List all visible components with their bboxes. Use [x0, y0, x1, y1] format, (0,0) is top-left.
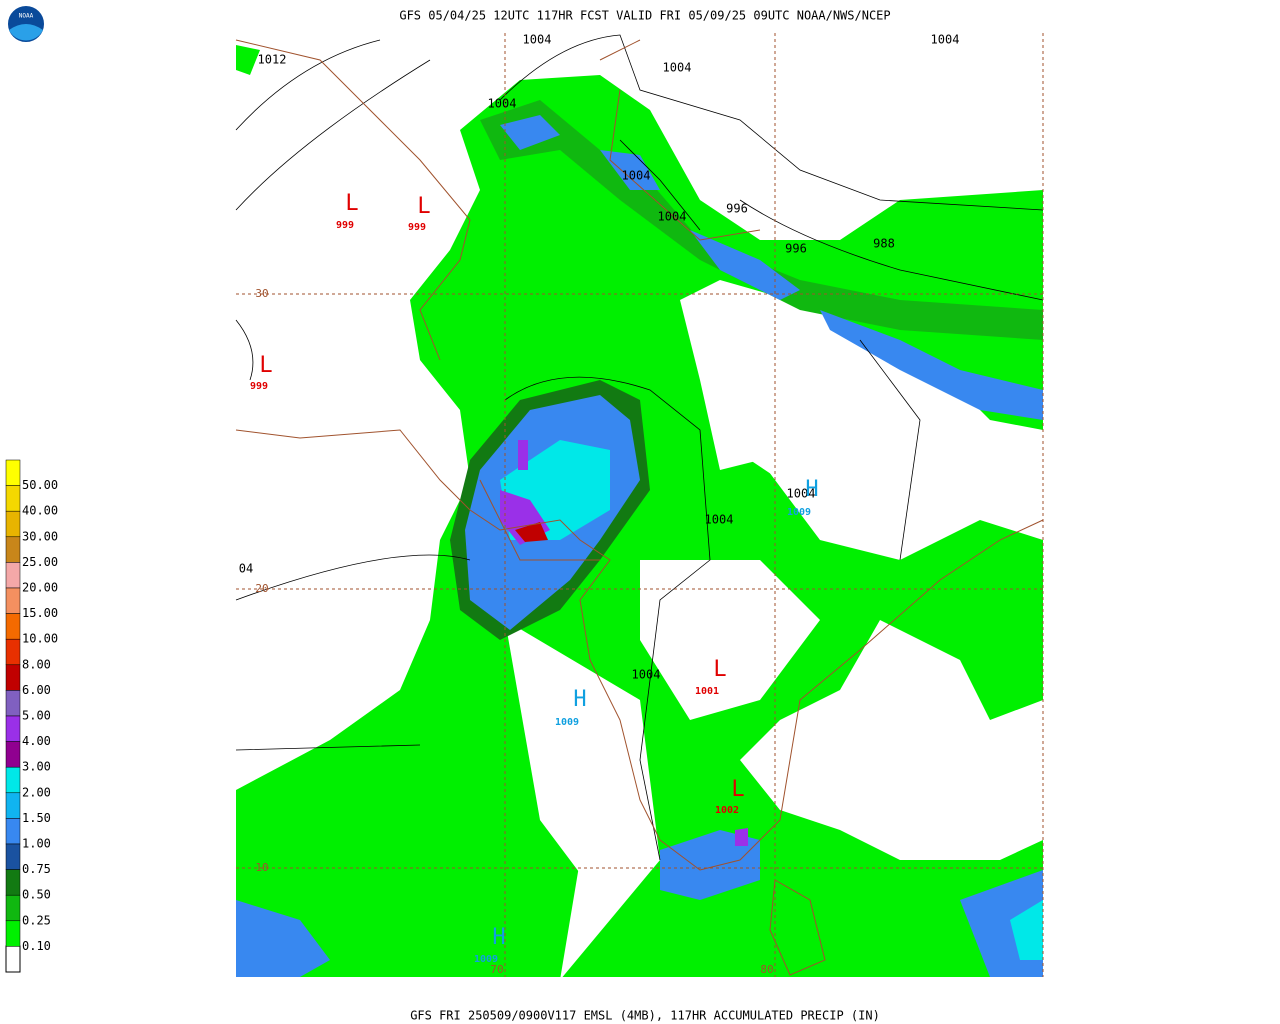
- low-pressure: 999: [408, 222, 426, 233]
- legend: 50.00 40.00 30.00 25.00 20.00 15.00 10.00 8.00 6…: [5, 459, 58, 973]
- high-pressure: 1009: [555, 717, 579, 728]
- graticule: 30 20 10 70 80: [236, 33, 1044, 977]
- legend-label: 0.50: [22, 888, 51, 902]
- precip: [236, 45, 1043, 977]
- isobar-label: 1004: [931, 33, 960, 47]
- low-pressure: 1002: [715, 805, 739, 816]
- legend-label: 6.00: [22, 683, 51, 697]
- low-pressure: 999: [336, 220, 354, 231]
- legend-cell: [5, 536, 21, 563]
- legend-cell: [5, 945, 21, 973]
- lon-label: 80: [760, 963, 773, 976]
- isobar-label: 1004: [663, 61, 692, 75]
- isobar-labels: 1012 1004 1004 1004 1004 1004 1004 996 9…: [239, 33, 960, 682]
- legend-cell: [5, 613, 21, 640]
- legend-cell: [5, 690, 21, 717]
- legend-cell: [5, 894, 21, 922]
- legend-cell: [5, 638, 21, 666]
- low-symbol: L: [259, 353, 272, 378]
- legend-cell: [5, 843, 21, 870]
- low-symbol: L: [731, 777, 744, 802]
- legend-label: 8.00: [22, 657, 51, 671]
- isobar-label: 1004: [705, 513, 734, 527]
- high-symbol: H: [573, 687, 586, 712]
- high-symbol: H: [805, 477, 818, 502]
- isobars: [235, 34, 1044, 861]
- noaa-logo: NOAA: [6, 4, 46, 44]
- legend-cell: [5, 485, 21, 512]
- legend-label: 25.00: [22, 555, 58, 569]
- isobar-label: 1004: [488, 97, 517, 111]
- isobar-label: 988: [873, 237, 895, 251]
- isobar-label: 1004: [787, 487, 816, 501]
- isobar-label: 04: [239, 562, 253, 576]
- legend-label: 5.00: [22, 709, 51, 723]
- coastlines: [235, 39, 1044, 976]
- lat-label: 10: [255, 861, 268, 874]
- legend-cell: [5, 766, 21, 794]
- title: GFS 05/04/25 12UTC 117HR FCST VALID FRI …: [399, 9, 890, 23]
- legend-label: 10.00: [22, 632, 58, 646]
- low-pressure: 1001: [695, 686, 719, 697]
- legend-cell: [5, 920, 21, 947]
- legend-label: 20.00: [22, 581, 58, 595]
- isobar-label: 1004: [523, 33, 552, 47]
- legend-label: 1.50: [22, 811, 51, 825]
- low-symbol: L: [345, 191, 358, 216]
- legend-cell: [5, 818, 21, 845]
- footer: GFS FRI 250509/0900V117 EMSL (4MB), 117H…: [410, 1009, 880, 1023]
- legend-cell: [5, 587, 21, 614]
- legend-cell: [5, 715, 21, 742]
- logo-text: NOAA: [19, 13, 34, 20]
- high-pressure: 1009: [787, 507, 811, 518]
- low-pressure: 999: [250, 381, 268, 392]
- isobar-label: 996: [726, 202, 748, 216]
- lat-label: 20: [255, 582, 268, 595]
- legend-label: 0.10: [22, 939, 51, 953]
- low-symbol: L: [417, 194, 430, 219]
- legend-label: 4.00: [22, 734, 51, 748]
- isobar-label: 1012: [258, 53, 287, 67]
- high-symbol: H: [492, 925, 505, 950]
- lat-label: 30: [255, 287, 268, 300]
- legend-label: 50.00: [22, 478, 58, 492]
- legend-label: 1.00: [22, 837, 51, 851]
- legend-label: 15.00: [22, 606, 58, 620]
- legend-cell: [5, 869, 21, 896]
- legend-cell: [5, 741, 21, 768]
- legend-cell: [5, 792, 21, 819]
- isobar-label: 1004: [632, 668, 661, 682]
- lon-label: 70: [490, 963, 503, 976]
- legend-label: 0.75: [22, 862, 51, 876]
- isobar-label: 1004: [622, 169, 651, 183]
- isobar-label: 1004: [658, 210, 687, 224]
- map: 30 20 10 70 80 1012 1004 1004 1004 1004 …: [235, 33, 1044, 977]
- legend-cell: [5, 510, 21, 538]
- legend-label: 2.00: [22, 785, 51, 799]
- pressure-centers: L 999 L 999 L 999 L 1001 L 1002 H 1009 H…: [250, 191, 819, 965]
- legend-label: 0.25: [22, 913, 51, 927]
- legend-cell: [5, 664, 21, 691]
- low-symbol: L: [713, 657, 726, 682]
- high-pressure: 1009: [474, 954, 498, 965]
- legend-label: 40.00: [22, 504, 58, 518]
- legend-cell: [5, 459, 21, 486]
- isobar-label: 996: [785, 242, 807, 256]
- legend-label: 30.00: [22, 529, 58, 543]
- legend-cell: [5, 562, 21, 589]
- legend-label: 3.00: [22, 760, 51, 774]
